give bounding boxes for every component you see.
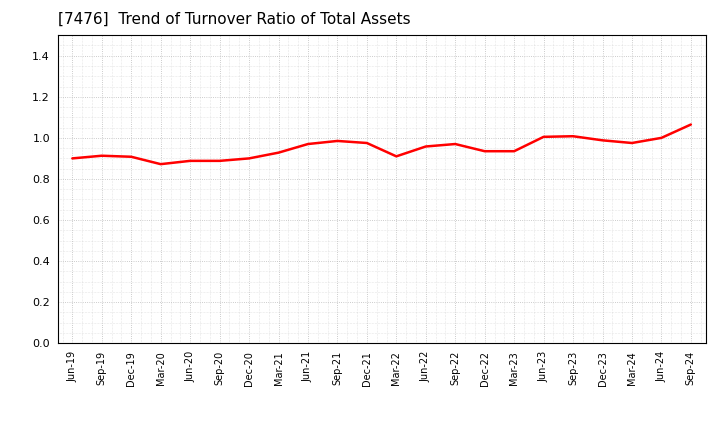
Text: [7476]  Trend of Turnover Ratio of Total Assets: [7476] Trend of Turnover Ratio of Total … [58,12,410,27]
